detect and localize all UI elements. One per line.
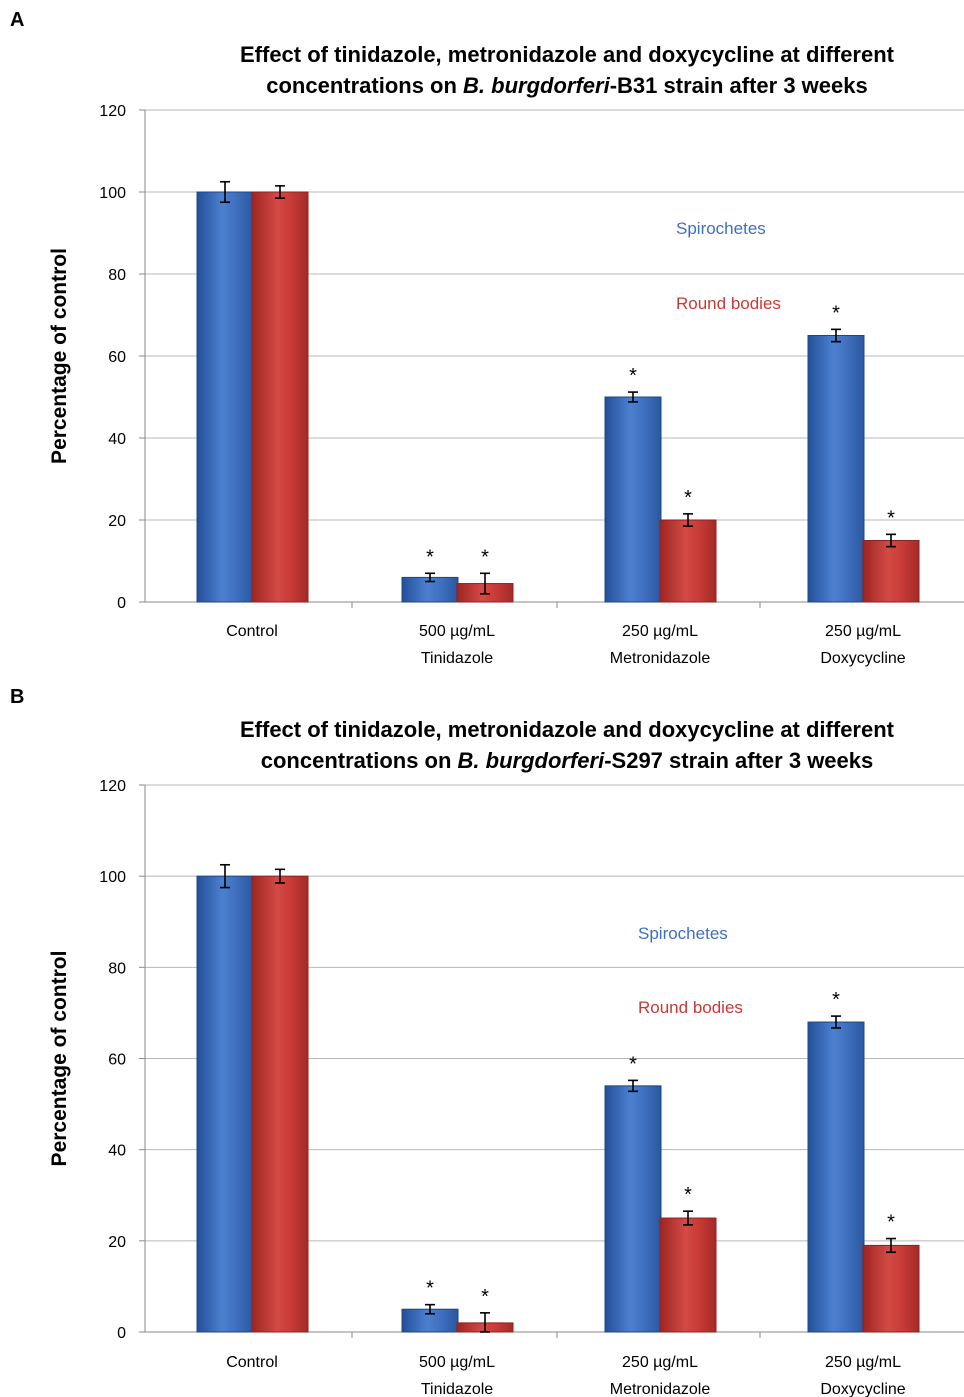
panel-letter: A bbox=[10, 9, 24, 31]
y-tick-label: 120 bbox=[99, 103, 126, 120]
y-axis-label: Percentage of control bbox=[48, 248, 71, 464]
bar-spirochetes bbox=[196, 875, 254, 1333]
species-name: B. burgdorferi bbox=[463, 73, 611, 98]
significance-star: * bbox=[887, 1212, 895, 1234]
significance-star: * bbox=[684, 487, 692, 509]
x-tick-label: 500 µg/mL bbox=[419, 1354, 495, 1371]
y-tick-label: 0 bbox=[117, 1325, 126, 1342]
significance-star: * bbox=[684, 1184, 692, 1206]
y-tick-label: 20 bbox=[108, 513, 126, 530]
significance-star: * bbox=[481, 546, 489, 568]
legend-label-spirochetes: Spirochetes bbox=[676, 219, 766, 238]
bar-spirochetes bbox=[807, 1021, 865, 1333]
significance-star: * bbox=[426, 1278, 434, 1300]
y-tick-label: 80 bbox=[108, 960, 126, 977]
chart-panel-b: B Effect of tinidazole, metronidazole and… bbox=[10, 686, 964, 1397]
y-tick-label: 60 bbox=[108, 349, 126, 366]
legend-label-round-bodies: Round bodies bbox=[676, 294, 781, 313]
x-tick-label: Control bbox=[226, 623, 278, 640]
x-tick-label: Metronidazole bbox=[610, 650, 711, 667]
x-tick-label: 500 µg/mL bbox=[419, 623, 495, 640]
bar-spirochetes bbox=[807, 335, 865, 603]
significance-star: * bbox=[887, 507, 895, 529]
x-tick-label: Control bbox=[226, 1354, 278, 1371]
panel-letter: B bbox=[10, 686, 24, 708]
legend-label-round-bodies: Round bodies bbox=[638, 998, 743, 1017]
significance-star: * bbox=[832, 302, 840, 324]
significance-star: * bbox=[481, 1286, 489, 1308]
x-tick-label: 250 µg/mL bbox=[622, 1354, 698, 1371]
legend-label-spirochetes: Spirochetes bbox=[638, 924, 728, 943]
y-axis-label: Percentage of control bbox=[48, 951, 71, 1167]
x-tick-label: 250 µg/mL bbox=[825, 1354, 901, 1371]
bar-spirochetes bbox=[604, 1085, 662, 1333]
chart-title-line-2: concentrations on B. burgdorferi-B31 str… bbox=[266, 73, 868, 98]
chart-panel-a: A Effect of tinidazole, metronidazole and… bbox=[10, 9, 964, 667]
y-tick-label: 100 bbox=[99, 869, 126, 886]
y-tick-label: 40 bbox=[108, 431, 126, 448]
bar-spirochetes bbox=[196, 191, 254, 603]
y-tick-label: 100 bbox=[99, 185, 126, 202]
significance-star: * bbox=[426, 546, 434, 568]
significance-star: * bbox=[629, 1053, 637, 1075]
bar-round-bodies bbox=[251, 191, 309, 603]
x-tick-label: 250 µg/mL bbox=[622, 623, 698, 640]
chart-title-line-2: concentrations on B. burgdorferi-S297 st… bbox=[261, 748, 874, 773]
bar-round-bodies bbox=[659, 1217, 717, 1333]
x-tick-label: Tinidazole bbox=[421, 650, 493, 667]
x-tick-label: Doxycycline bbox=[820, 650, 905, 667]
x-tick-label: Metronidazole bbox=[610, 1381, 711, 1397]
bar-round-bodies bbox=[862, 1244, 920, 1333]
y-tick-label: 20 bbox=[108, 1234, 126, 1251]
x-tick-label: Tinidazole bbox=[421, 1381, 493, 1397]
chart-title-line-1: Effect of tinidazole, metronidazole and … bbox=[240, 42, 895, 67]
y-tick-label: 80 bbox=[108, 267, 126, 284]
y-tick-label: 60 bbox=[108, 1052, 126, 1069]
y-tick-label: 0 bbox=[117, 595, 126, 612]
species-name: B. burgdorferi bbox=[458, 748, 606, 773]
y-tick-label: 120 bbox=[99, 778, 126, 795]
y-tick-label: 40 bbox=[108, 1143, 126, 1160]
x-tick-label: Doxycycline bbox=[820, 1381, 905, 1397]
significance-star: * bbox=[629, 365, 637, 387]
bar-round-bodies bbox=[659, 519, 717, 603]
significance-star: * bbox=[832, 989, 840, 1011]
x-tick-label: 250 µg/mL bbox=[825, 623, 901, 640]
chart-title-line-1: Effect of tinidazole, metronidazole and … bbox=[240, 717, 895, 742]
bar-round-bodies bbox=[251, 875, 309, 1333]
bar-spirochetes bbox=[604, 396, 662, 603]
bar-round-bodies bbox=[862, 540, 920, 603]
